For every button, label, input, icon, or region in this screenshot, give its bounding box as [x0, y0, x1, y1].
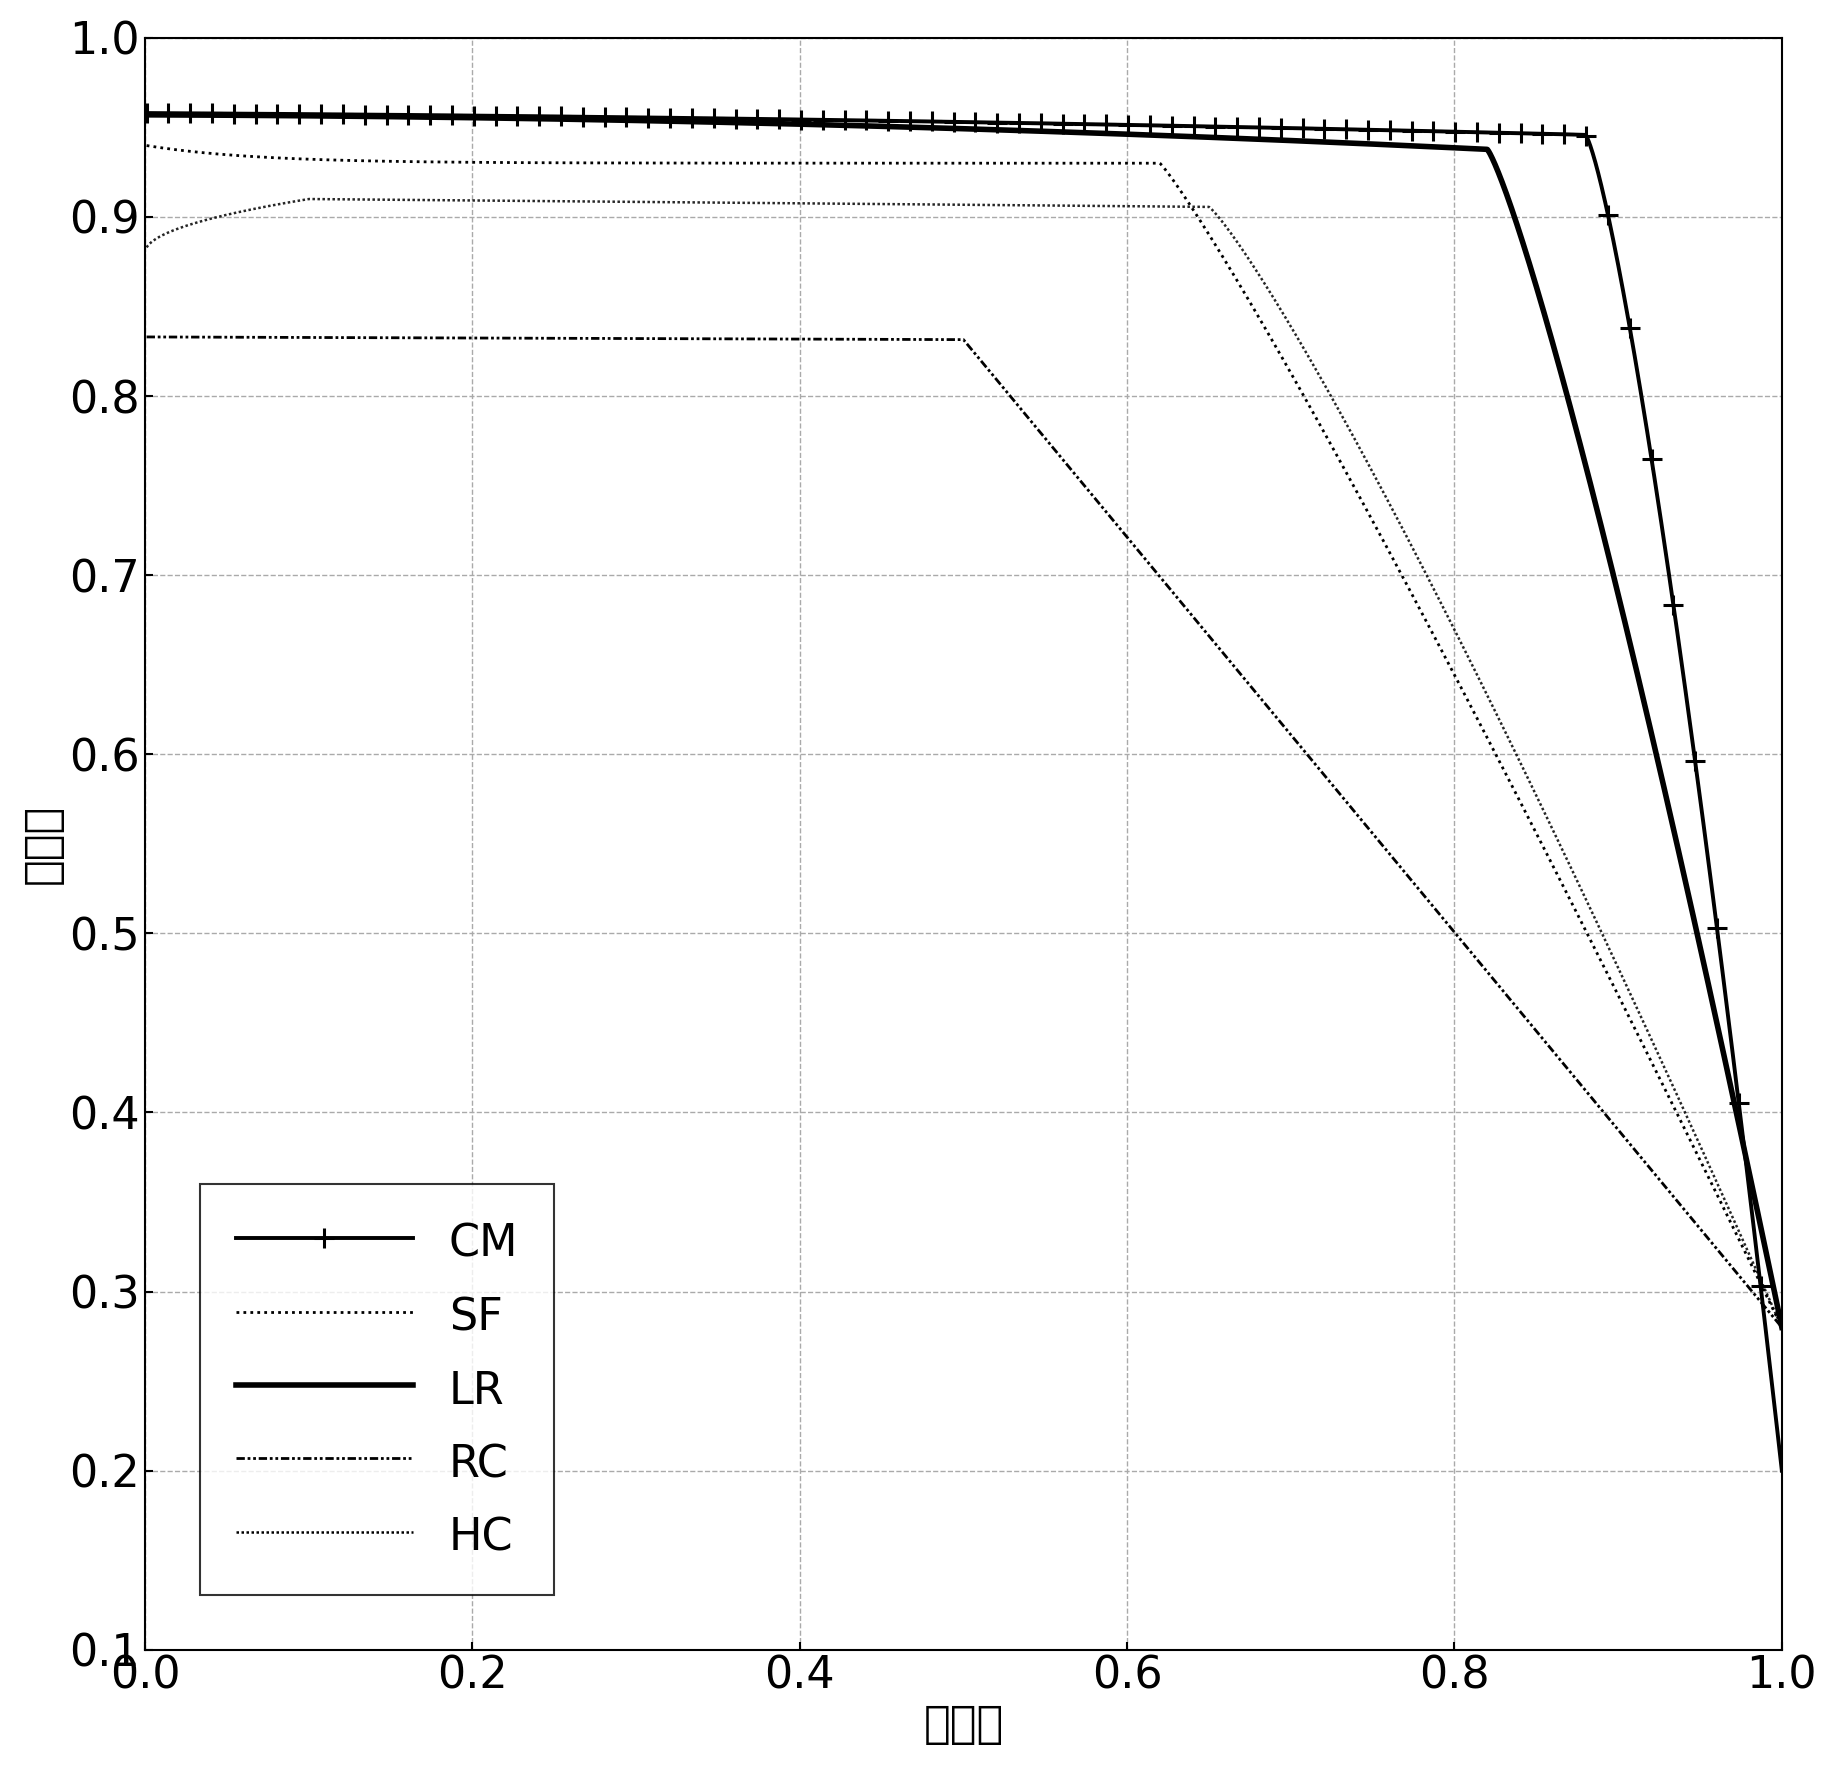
HC — [1770, 1316, 1792, 1338]
SF — [1562, 896, 1584, 917]
RC — [322, 327, 344, 348]
RC — [1770, 1316, 1792, 1338]
LR — [1739, 1164, 1761, 1186]
SF — [136, 134, 158, 155]
RC — [1739, 1278, 1761, 1299]
LR — [322, 106, 344, 127]
Line: CM: CM — [136, 102, 1792, 1481]
SF — [419, 152, 441, 173]
HC — [298, 189, 320, 210]
CM — [1770, 1460, 1792, 1481]
HC — [419, 189, 441, 210]
LR — [1562, 408, 1584, 429]
Line: RC: RC — [147, 337, 1781, 1327]
HC — [1739, 1246, 1761, 1267]
CM — [1739, 1182, 1761, 1203]
X-axis label: 召回率: 召回率 — [923, 1703, 1004, 1746]
LR — [419, 106, 441, 127]
RC — [136, 327, 158, 348]
Y-axis label: 精确度: 精确度 — [20, 804, 64, 884]
CM — [1562, 124, 1584, 145]
CM — [136, 102, 158, 124]
CM — [419, 104, 441, 125]
LR — [763, 113, 785, 134]
LR — [136, 104, 158, 125]
HC — [323, 189, 346, 210]
CM — [834, 110, 857, 131]
RC — [1562, 1066, 1584, 1087]
Line: SF: SF — [147, 145, 1781, 1327]
RC — [834, 329, 857, 350]
Legend: CM, SF, LR, RC, HC: CM, SF, LR, RC, HC — [200, 1184, 553, 1596]
CM — [763, 108, 785, 129]
HC — [1562, 864, 1584, 885]
Line: LR: LR — [147, 115, 1781, 1327]
LR — [834, 115, 857, 136]
SF — [1770, 1316, 1792, 1338]
RC — [763, 329, 785, 350]
SF — [763, 152, 785, 173]
SF — [834, 152, 857, 173]
RC — [419, 327, 441, 348]
HC — [136, 237, 158, 258]
SF — [322, 150, 344, 171]
HC — [834, 193, 857, 214]
LR — [1770, 1316, 1792, 1338]
SF — [1739, 1251, 1761, 1272]
Line: HC: HC — [147, 200, 1781, 1327]
HC — [763, 193, 785, 214]
CM — [322, 104, 344, 125]
